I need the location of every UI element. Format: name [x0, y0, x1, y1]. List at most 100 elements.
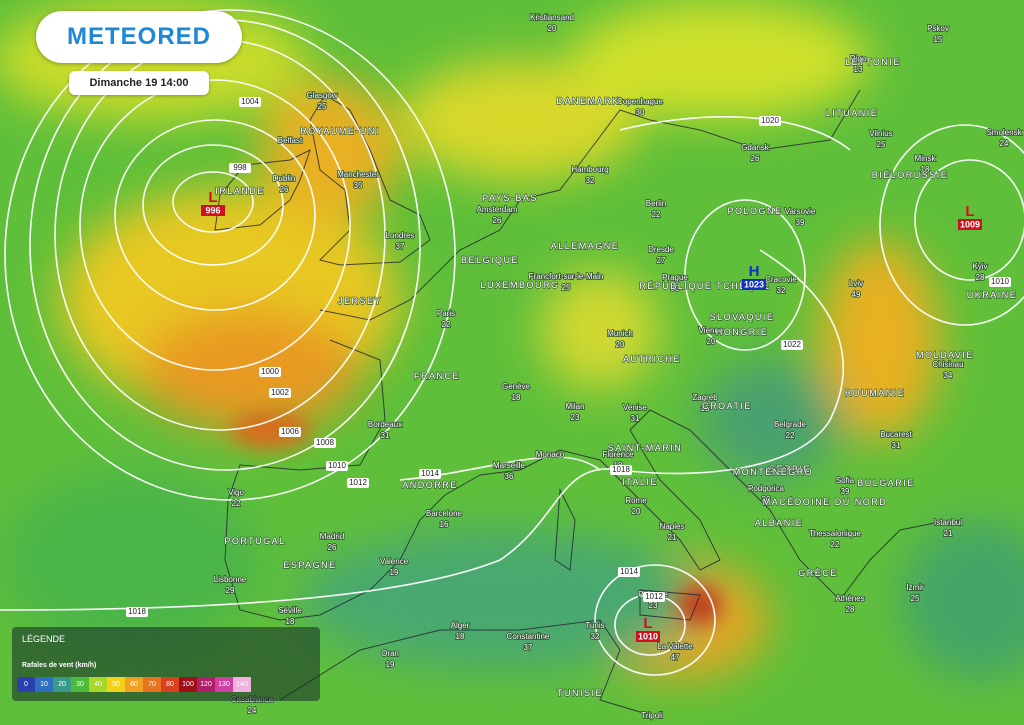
city-wind: 15 — [701, 404, 710, 413]
city-wind: 25 — [562, 283, 571, 292]
country-name: SERBIE — [769, 464, 811, 474]
city-wind: 23 — [571, 413, 580, 422]
city-name: Dublin — [273, 174, 296, 183]
isobar-label: 1000 — [261, 367, 279, 376]
city-name: Bucarest — [880, 430, 912, 439]
pressure-box — [742, 279, 766, 290]
legend-swatch: 70 — [143, 677, 161, 692]
isobars — [0, 9, 1024, 676]
city-wind: 22 — [232, 499, 241, 508]
isobar-label: 1012 — [349, 478, 367, 487]
datetime: Dimanche 19 14:00 — [69, 71, 209, 95]
legend-swatch: 30 — [71, 677, 89, 692]
pressure-type: L — [643, 615, 652, 632]
city-wind: 30 — [671, 284, 680, 293]
logo[interactable]: METEORED — [36, 11, 242, 63]
city-name: Barcelone — [426, 509, 463, 518]
isobar-label-bg — [279, 427, 301, 437]
country-name: DANEMARK — [556, 96, 619, 106]
city-name: Milan — [565, 402, 584, 411]
city-wind: 15 — [934, 35, 943, 44]
pressure-type: L — [208, 189, 217, 206]
city-name: Cracovie — [765, 275, 797, 284]
isobar-label-bg — [239, 97, 261, 107]
city-wind: 18 — [456, 632, 465, 641]
legend-scale: 0 10 20 30 40 50 60 70 80 100 120 130 140 — [17, 677, 251, 692]
city-name: Lviv — [849, 279, 863, 288]
city-name: Glasgow — [306, 91, 337, 100]
city-name: Vigo — [228, 488, 244, 497]
city-name: Podgorica — [748, 484, 785, 493]
country-name: POLOGNE — [727, 206, 782, 216]
city-wind: 23 — [649, 601, 658, 610]
city-name: Copenhague — [617, 97, 663, 106]
city-wind: 31 — [631, 414, 640, 423]
country-name: ROYAUME-UNI — [300, 126, 380, 136]
country-name: LETTONIE — [845, 57, 901, 67]
city-wind: 39 — [841, 487, 850, 496]
country-name: ESPAGNE — [283, 560, 336, 570]
city-name: Belgrade — [774, 420, 807, 429]
country-name: GRÈCE — [798, 568, 838, 578]
city-wind: 32 — [586, 176, 595, 185]
city-name: Thessalonique — [809, 529, 862, 538]
city-wind: 21 — [668, 533, 677, 542]
pressure-value: 1009 — [960, 219, 980, 229]
isobar-label-bg — [259, 367, 281, 377]
country-name: ALBANIE — [755, 518, 804, 528]
isobar-label: 1018 — [612, 465, 630, 474]
city-name: Smolensk — [986, 128, 1022, 137]
wind-field — [0, 0, 1024, 680]
city-wind: 26 — [328, 543, 337, 552]
city-wind: 22 — [786, 431, 795, 440]
city-wind: 21 — [944, 529, 953, 538]
city-name: Constantine — [507, 632, 550, 641]
city-name: Marseille — [493, 461, 526, 470]
country-name: BELGIQUE — [461, 255, 519, 265]
city-wind: 30 — [762, 495, 771, 504]
isobar-label: 1010 — [328, 461, 346, 470]
country-name: SLOVAQUIE — [710, 312, 775, 322]
legend-swatch: 40 — [89, 677, 107, 692]
country-name: BIÉLORUSSIE — [872, 170, 949, 180]
city-name: Vilnius — [869, 129, 892, 138]
country-name: MACÉDOINE DU NORD — [763, 497, 888, 507]
isobar-label-bg — [618, 567, 640, 577]
legend: LÉGENDE Rafales de vent (km/h) 0 10 20 30 40… — [12, 627, 320, 701]
city-wind: 25 — [318, 102, 327, 111]
isobar-label: 1018 — [128, 607, 146, 616]
city-name: Gdansk — [741, 143, 770, 152]
isobar-label: 1022 — [783, 340, 801, 349]
legend-swatch: 20 — [53, 677, 71, 692]
legend-swatch: 50 — [107, 677, 125, 692]
isobar-label-bg — [610, 465, 632, 475]
city-name: Séville — [278, 606, 302, 615]
country-name: LITUANIE — [826, 108, 879, 118]
isobar-label: 1012 — [645, 592, 663, 601]
city-name: Istanbul — [934, 518, 962, 527]
country-name: SAINT-MARIN — [608, 443, 683, 453]
city-wind: 28 — [846, 605, 855, 614]
city-wind: 26 — [751, 154, 760, 163]
city-name: Genève — [502, 382, 531, 391]
city-wind: 20 — [632, 507, 641, 516]
city-wind: 20 — [707, 337, 716, 346]
city-name: Varsovie — [785, 207, 816, 216]
city-wind: 18 — [512, 393, 521, 402]
isobar-label: 1008 — [316, 438, 334, 447]
country-name: MOLDAVIE — [916, 350, 974, 360]
isobar-label: 998 — [233, 163, 247, 172]
city-name: Tripoli — [641, 711, 663, 720]
isobar-label-bg — [314, 438, 336, 448]
city-wind: 26 — [493, 216, 502, 225]
legend-subtitle: Rafales de vent (km/h) — [22, 662, 97, 669]
legend-swatch: 80 — [161, 677, 179, 692]
city-name: Dresde — [648, 245, 674, 254]
country-name: ITALIE — [622, 477, 658, 487]
legend-title: LÉGENDE — [22, 634, 66, 644]
pressure-type: L — [965, 203, 974, 220]
city-name: Oran — [381, 649, 399, 658]
country-name: MONTÉNÉGRO — [733, 467, 814, 477]
city-wind: 49 — [852, 290, 861, 299]
